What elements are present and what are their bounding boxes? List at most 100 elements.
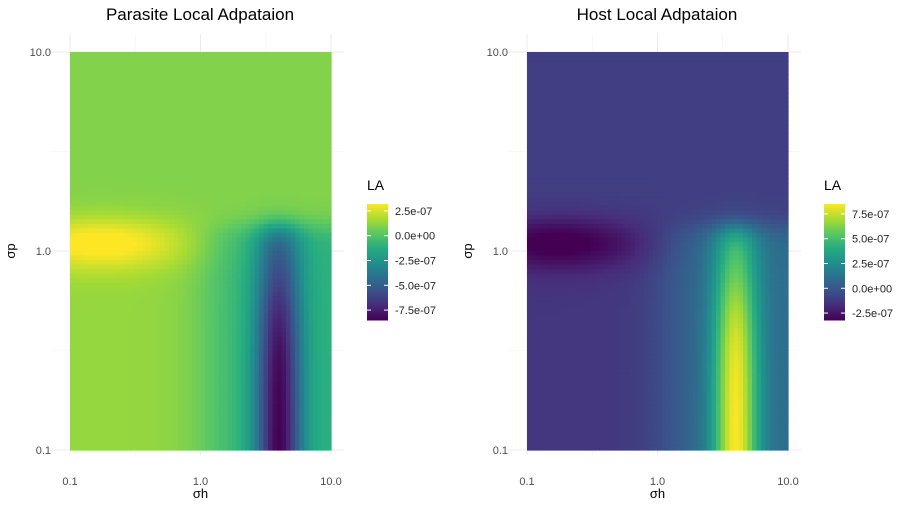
- panel-parasite-heatmap-cell: [250, 327, 256, 334]
- panel-parasite-heatmap-cell: [74, 413, 80, 419]
- panel-parasite-heatmap-cell: [214, 400, 220, 406]
- panel-parasite-heatmap-cell: [92, 336, 98, 343]
- panel-parasite-heatmap-cell: [83, 214, 89, 220]
- panel-parasite-heatmap-cell: [308, 124, 314, 130]
- panel-parasite-heatmap-cell: [299, 345, 305, 352]
- panel-parasite-heatmap-cell: [290, 422, 296, 428]
- panel-parasite-heatmap-cell: [295, 151, 301, 157]
- panel-parasite-heatmap-cell: [205, 318, 211, 324]
- panel-parasite-heatmap-cell: [128, 228, 134, 234]
- panel-parasite-heatmap-cell: [200, 440, 206, 447]
- panel-parasite-heatmap-cell: [124, 237, 130, 243]
- panel-parasite-heatmap-cell: [250, 115, 256, 121]
- panel-parasite-heatmap-cell: [101, 345, 107, 352]
- panel-parasite-heatmap-cell: [317, 382, 323, 388]
- panel-parasite-heatmap-cell: [223, 255, 229, 261]
- panel-parasite-heatmap-cell: [187, 192, 193, 198]
- panel-parasite-heatmap-cell: [119, 201, 125, 207]
- panel-parasite-heatmap-cell: [209, 56, 215, 62]
- panel-parasite-heatmap-cell: [142, 192, 148, 198]
- panel-parasite-heatmap-cell: [308, 427, 314, 433]
- panel-parasite-heatmap-cell: [259, 332, 265, 338]
- panel-parasite-heatmap-cell: [142, 364, 148, 370]
- panel-parasite-heatmap-cell: [200, 192, 206, 198]
- panel-parasite-heatmap-cell: [79, 273, 85, 279]
- panel-parasite-heatmap-cell: [160, 146, 166, 153]
- panel-parasite-heatmap-cell: [151, 300, 157, 306]
- panel-parasite-heatmap-cell: [223, 332, 229, 338]
- panel-parasite-heatmap-cell: [245, 278, 251, 284]
- panel-parasite-heatmap-cell: [155, 110, 161, 116]
- panel-parasite-heatmap-cell: [223, 79, 229, 85]
- panel-parasite-heatmap-cell: [209, 345, 215, 352]
- panel-parasite-heatmap-cell: [169, 133, 175, 139]
- panel-parasite-heatmap-cell: [124, 74, 130, 80]
- panel-parasite-heatmap-cell: [88, 273, 94, 279]
- panel-parasite-heatmap-cell: [290, 106, 296, 112]
- panel-parasite-heatmap-cell: [169, 273, 175, 279]
- panel-parasite-heatmap-cell: [124, 115, 130, 121]
- panel-parasite-heatmap-cell: [178, 422, 184, 428]
- panel-parasite-heatmap-cell: [133, 418, 139, 424]
- panel-parasite-heatmap-cell: [169, 74, 175, 80]
- panel-parasite-heatmap-cell: [128, 223, 134, 229]
- panel-parasite-heatmap-cell: [101, 156, 107, 162]
- panel-parasite-heatmap-cell: [214, 61, 220, 67]
- panel-parasite-heatmap-cell: [119, 165, 125, 171]
- panel-parasite-heatmap-cell: [119, 359, 125, 365]
- panel-parasite-heatmap-cell: [272, 436, 278, 442]
- panel-parasite-heatmap-cell: [101, 205, 107, 211]
- panel-parasite-heatmap-cell: [110, 115, 116, 121]
- panel-parasite-heatmap-cell: [196, 273, 202, 279]
- panel-parasite-heatmap-cell: [151, 373, 157, 379]
- panel-parasite-heatmap-cell: [88, 97, 94, 103]
- panel-parasite-heatmap-cell: [254, 300, 260, 306]
- panel-parasite-heatmap-cell: [304, 119, 310, 125]
- panel-parasite-heatmap-cell: [101, 418, 107, 424]
- panel-parasite-heatmap-cell: [304, 52, 310, 58]
- panel-parasite-heatmap-cell: [88, 205, 94, 211]
- panel-parasite-heatmap-cell: [290, 128, 296, 135]
- panel-parasite-heatmap-cell: [281, 296, 287, 302]
- panel-parasite-heatmap-cell: [128, 183, 134, 189]
- panel-parasite-heatmap-cell: [115, 341, 121, 347]
- panel-parasite-heatmap-cell: [128, 201, 134, 207]
- panel-parasite-heatmap-cell: [313, 345, 319, 352]
- panel-parasite-heatmap-cell: [137, 65, 143, 71]
- panel-parasite-heatmap-cell: [164, 440, 170, 447]
- panel-parasite-heatmap-cell: [151, 264, 157, 270]
- panel-parasite-heatmap-cell: [164, 169, 170, 175]
- panel-parasite-heatmap-cell: [317, 260, 323, 266]
- panel-parasite-heatmap-cell: [173, 427, 179, 433]
- panel-parasite-heatmap-cell: [214, 101, 220, 107]
- panel-parasite-heatmap-cell: [214, 214, 220, 220]
- panel-parasite-heatmap-cell: [308, 404, 314, 410]
- panel-parasite-heatmap-cell: [83, 70, 89, 76]
- panel-parasite-heatmap-cell: [83, 269, 89, 275]
- panel-parasite-heatmap-cell: [209, 192, 215, 198]
- panel-parasite-heatmap-cell: [182, 391, 188, 397]
- panel-parasite-heatmap-cell: [295, 210, 301, 216]
- panel-parasite-heatmap-cell: [173, 409, 179, 415]
- panel-parasite-heatmap-cell: [299, 169, 305, 175]
- panel-parasite-heatmap-cell: [97, 382, 103, 388]
- panel-parasite-heatmap-cell: [79, 440, 85, 447]
- panel-parasite-heatmap-cell: [299, 201, 305, 207]
- panel-parasite-heatmap-cell: [191, 395, 197, 401]
- panel-parasite-heatmap-cell: [101, 395, 107, 401]
- panel-parasite-heatmap-cell: [169, 264, 175, 270]
- panel-parasite-heatmap-cell: [263, 192, 269, 198]
- panel-parasite-heatmap-cell: [281, 404, 287, 410]
- panel-parasite-heatmap-cell: [322, 142, 328, 148]
- panel-parasite-heatmap-cell: [250, 142, 256, 148]
- panel-parasite-heatmap-cell: [281, 151, 287, 157]
- panel-parasite-heatmap-cell: [286, 201, 292, 207]
- panel-parasite-heatmap-cell: [155, 400, 161, 406]
- panel-parasite-heatmap-cell: [187, 251, 193, 257]
- panel-parasite-heatmap-cell: [268, 56, 274, 62]
- panel-parasite-heatmap-cell: [115, 395, 121, 401]
- panel-parasite-heatmap-cell: [268, 146, 274, 153]
- panel-parasite-heatmap-cell: [272, 83, 278, 89]
- panel-parasite-heatmap-cell: [250, 165, 256, 171]
- panel-parasite-heatmap-cell: [169, 124, 175, 130]
